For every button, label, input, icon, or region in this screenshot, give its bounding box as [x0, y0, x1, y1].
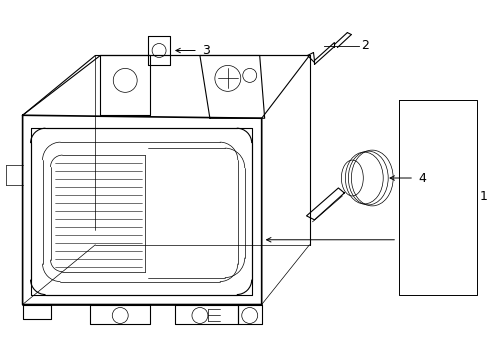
- Text: 1: 1: [479, 190, 487, 203]
- Text: 2: 2: [361, 39, 368, 52]
- Text: 4: 4: [417, 171, 425, 185]
- Text: 3: 3: [202, 44, 209, 57]
